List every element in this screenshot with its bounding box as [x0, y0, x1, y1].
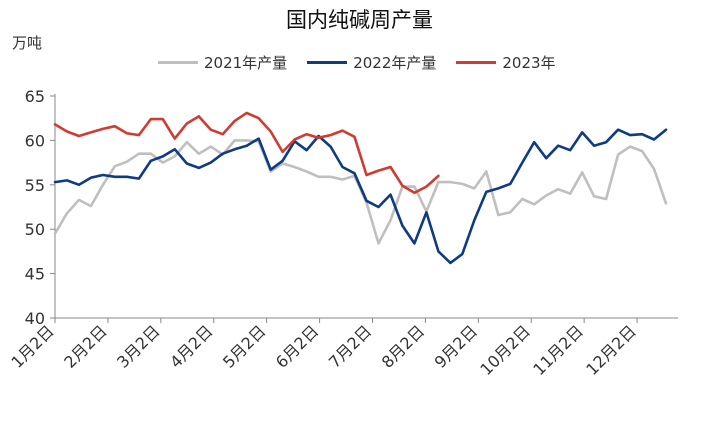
legend-label-2023: 2023年 [502, 54, 556, 72]
x-tick-label: 6月2日 [272, 321, 322, 371]
x-tick-label: 9月2日 [431, 321, 481, 371]
series-line-1 [53, 128, 668, 265]
y-tick-label: 45 [25, 265, 45, 284]
y-tick-label: 50 [25, 220, 45, 239]
y-tick-label: 60 [25, 131, 45, 150]
x-tick-label: 1月2日 [7, 321, 57, 371]
x-tick-label: 7月2日 [325, 321, 375, 371]
legend-item-2021: 2021年产量 [158, 52, 287, 73]
chart-legend: 2021年产量 2022年产量 2023年 [158, 52, 576, 73]
legend-swatch-2022 [307, 61, 348, 64]
legend-item-2022: 2022年产量 [307, 52, 436, 73]
x-tick-label: 4月2日 [166, 321, 216, 371]
x-tick-label: 10月2日 [476, 321, 534, 379]
series-line-2 [53, 111, 440, 195]
chart-title: 国内纯碱周产量 [286, 8, 433, 32]
x-tick-label: 2月2日 [60, 321, 110, 371]
legend-label-2021: 2021年产量 [204, 54, 288, 72]
x-tick-label: 3月2日 [113, 321, 163, 371]
x-tick-label: 8月2日 [378, 321, 428, 371]
legend-swatch-2023 [456, 61, 497, 64]
y-tick-label: 55 [25, 176, 45, 195]
x-tick-label: 11月2日 [529, 321, 587, 379]
legend-label-2022: 2022年产量 [353, 54, 437, 72]
x-tick-label: 5月2日 [219, 321, 269, 371]
x-tick-label: 12月2日 [582, 321, 640, 379]
y-tick-label: 40 [25, 309, 45, 328]
legend-item-2023: 2023年 [456, 52, 556, 73]
y-tick-label: 65 [25, 87, 45, 106]
legend-swatch-2021 [158, 61, 198, 64]
y-axis-unit-label: 万吨 [12, 34, 43, 52]
